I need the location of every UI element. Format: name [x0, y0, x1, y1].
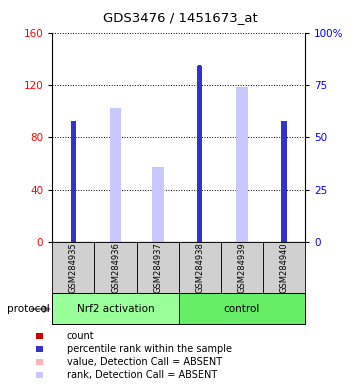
Text: control: control [224, 304, 260, 314]
Text: GSM284937: GSM284937 [153, 242, 162, 293]
Text: percentile rank within the sample: percentile rank within the sample [67, 344, 232, 354]
Bar [110, 108, 121, 242]
Bar [110, 142, 121, 242]
Text: GDS3476 / 1451673_at: GDS3476 / 1451673_at [103, 11, 258, 24]
Bar [198, 65, 201, 242]
Text: protocol: protocol [7, 304, 50, 314]
Bar [152, 167, 164, 242]
Bar [179, 242, 221, 294]
Bar [179, 293, 305, 324]
Bar [152, 207, 164, 242]
Bar [95, 242, 136, 294]
Text: count: count [67, 331, 95, 341]
Bar [221, 242, 263, 294]
Bar [281, 121, 287, 242]
Bar [236, 124, 248, 242]
Text: GSM284935: GSM284935 [69, 242, 78, 293]
Text: GSM284940: GSM284940 [279, 243, 288, 293]
Bar [71, 121, 76, 242]
Bar [263, 242, 305, 294]
Text: GSM284938: GSM284938 [195, 242, 204, 293]
Bar [52, 293, 179, 324]
Text: GSM284936: GSM284936 [111, 242, 120, 293]
Text: rank, Detection Call = ABSENT: rank, Detection Call = ABSENT [67, 370, 217, 380]
Bar [236, 87, 248, 242]
Bar [136, 242, 179, 294]
Bar [283, 142, 286, 242]
Bar [52, 242, 95, 294]
Bar [197, 66, 203, 242]
Text: Nrf2 activation: Nrf2 activation [77, 304, 155, 314]
Text: value, Detection Call = ABSENT: value, Detection Call = ABSENT [67, 357, 222, 367]
Bar [72, 170, 75, 242]
Text: GSM284939: GSM284939 [238, 242, 246, 293]
